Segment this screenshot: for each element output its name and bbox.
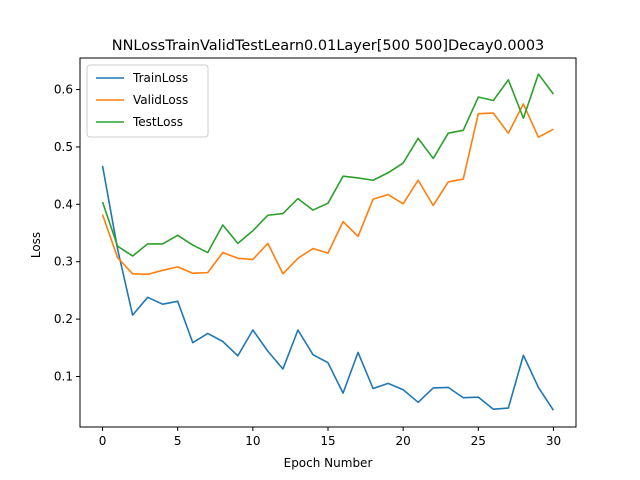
x-tick-label: 15 xyxy=(320,434,335,448)
series-line-validloss xyxy=(101,103,554,276)
y-tick-label: 0.6 xyxy=(54,83,73,97)
y-tick-label: 0.3 xyxy=(54,255,73,269)
x-tick-label: 25 xyxy=(471,434,486,448)
legend-label: ValidLoss xyxy=(133,93,188,107)
y-tick-label: 0.1 xyxy=(54,369,73,383)
x-tick-label: 5 xyxy=(174,434,182,448)
x-tick-label: 20 xyxy=(396,434,411,448)
series-line-trainloss xyxy=(101,165,555,411)
x-axis: 0 5 10 15 20 25 30 xyxy=(99,427,561,448)
series-line-testloss xyxy=(101,73,555,257)
y-tick-label: 0.5 xyxy=(54,140,73,154)
y-tick-label: 0.4 xyxy=(54,197,73,211)
chart-title: NNLossTrainValidTestLearn0.01Layer[500 5… xyxy=(112,38,545,54)
legend-box xyxy=(86,64,209,138)
y-axis-label: Loss xyxy=(29,232,43,258)
y-axis: 0.1 0.2 0.3 0.4 0.5 0.6 xyxy=(54,83,80,383)
x-tick-label: 10 xyxy=(245,434,260,448)
plot-frame xyxy=(79,57,577,428)
x-axis-label: Epoch Number xyxy=(284,456,373,470)
legend: TrainLoss ValidLoss TestLoss xyxy=(86,64,209,138)
legend-label: TrainLoss xyxy=(132,71,188,85)
x-tick-label: 30 xyxy=(546,434,561,448)
x-tick-label: 0 xyxy=(99,434,107,448)
series-group xyxy=(101,73,555,411)
y-tick-label: 0.2 xyxy=(54,312,73,326)
legend-label: TestLoss xyxy=(132,115,183,129)
